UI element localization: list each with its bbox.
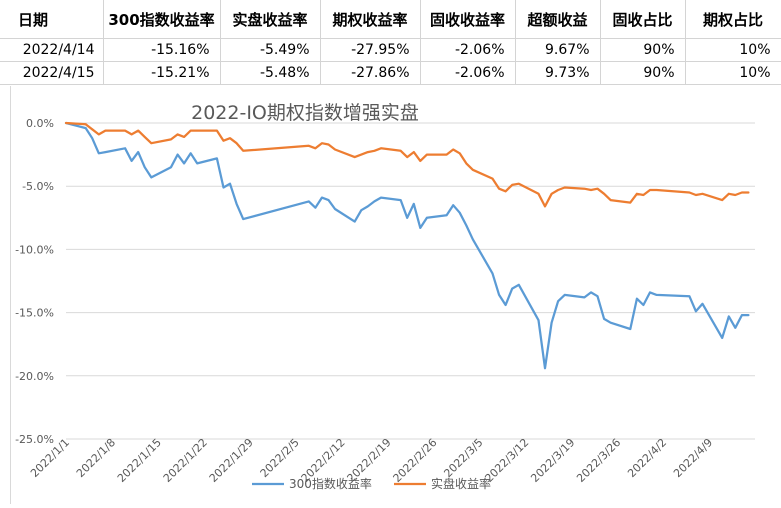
header-date[interactable]: 日期	[0, 0, 104, 39]
x-tick-label: 2022/3/5	[441, 436, 485, 480]
table-cell[interactable]: 10%	[685, 38, 781, 62]
legend: 300指数收益率 实盘收益率	[252, 476, 491, 491]
chart-title: 2022-IO期权指数增强实盘	[191, 102, 419, 124]
header-option-return[interactable]: 期权收益率	[320, 0, 421, 39]
y-tick-label: -20.0%	[15, 370, 54, 383]
x-tick-label: 2022/4/9	[671, 436, 715, 480]
table-cell[interactable]: -5.48%	[220, 61, 321, 85]
table-cell[interactable]: 9.73%	[515, 61, 601, 85]
series-lines	[64, 121, 750, 370]
header-fixed-income-return[interactable]: 固收收益率	[420, 0, 516, 39]
y-tick-label: -25.0%	[15, 433, 54, 446]
y-tick-label: -15.0%	[15, 307, 54, 320]
table-cell[interactable]: 90%	[600, 38, 686, 62]
table-row: 2022/4/15 -15.21% -5.48% -27.86% -2.06% …	[0, 61, 781, 85]
series-line-0[interactable]	[64, 121, 750, 370]
table-cell[interactable]: -2.06%	[420, 38, 516, 62]
x-tick-label: 2022/3/26	[574, 436, 623, 485]
y-axis-ticks: 0.0% -5.0% -10.0% -15.0% -20.0% -25.0%	[15, 117, 54, 446]
header-index-return[interactable]: 300指数收益率	[103, 0, 221, 39]
x-tick-label: 2022/3/19	[528, 436, 577, 485]
table-cell[interactable]: -27.95%	[320, 38, 421, 62]
x-tick-label: 2022/4/2	[625, 436, 669, 480]
table-cell[interactable]: 2022/4/15	[0, 61, 104, 85]
table-header-row: 日期 300指数收益率 实盘收益率 期权收益率 固收收益率 超额收益 固收占比 …	[0, 0, 781, 39]
table-cell[interactable]: 10%	[685, 61, 781, 85]
header-excess-return[interactable]: 超额收益	[515, 0, 601, 39]
chart-container[interactable]: 2022-IO期权指数增强实盘 0.0% -5.0% -10.0% -15.0% -20…	[10, 86, 779, 504]
y-tick-label: -5.0%	[22, 180, 54, 193]
table-cell[interactable]: 90%	[600, 61, 686, 85]
header-option-ratio[interactable]: 期权占比	[685, 0, 781, 39]
table-cell[interactable]: -15.21%	[103, 61, 221, 85]
x-tick-label: 2022/1/15	[115, 436, 164, 485]
summary-table: 日期 300指数收益率 实盘收益率 期权收益率 固收收益率 超额收益 固收占比 …	[0, 0, 781, 85]
x-tick-label: 2022/1/29	[207, 436, 256, 485]
table-cell[interactable]: 9.67%	[515, 38, 601, 62]
line-chart: 2022-IO期权指数增强实盘 0.0% -5.0% -10.0% -15.0% -20…	[15, 102, 755, 491]
gridlines	[66, 122, 755, 440]
x-tick-label: 2022/1/8	[74, 436, 118, 480]
table-cell[interactable]: -15.16%	[103, 38, 221, 62]
y-tick-label: -10.0%	[15, 243, 54, 256]
table-row: 2022/4/14 -15.16% -5.49% -27.95% -2.06% …	[0, 38, 781, 62]
series-line-1[interactable]	[64, 121, 750, 208]
table-cell[interactable]: 2022/4/14	[0, 38, 104, 62]
table-cell[interactable]: -5.49%	[220, 38, 321, 62]
table-cell[interactable]: -27.86%	[320, 61, 421, 85]
legend-label: 实盘收益率	[431, 476, 491, 491]
x-tick-label: 2022/1/22	[161, 436, 210, 485]
x-tick-label: 2022/2/5	[258, 436, 302, 480]
legend-label: 300指数收益率	[289, 476, 372, 491]
table-cell[interactable]: -2.06%	[420, 61, 516, 85]
y-tick-label: 0.0%	[26, 117, 54, 130]
header-live-return[interactable]: 实盘收益率	[220, 0, 321, 39]
header-fixed-income-ratio[interactable]: 固收占比	[600, 0, 686, 39]
